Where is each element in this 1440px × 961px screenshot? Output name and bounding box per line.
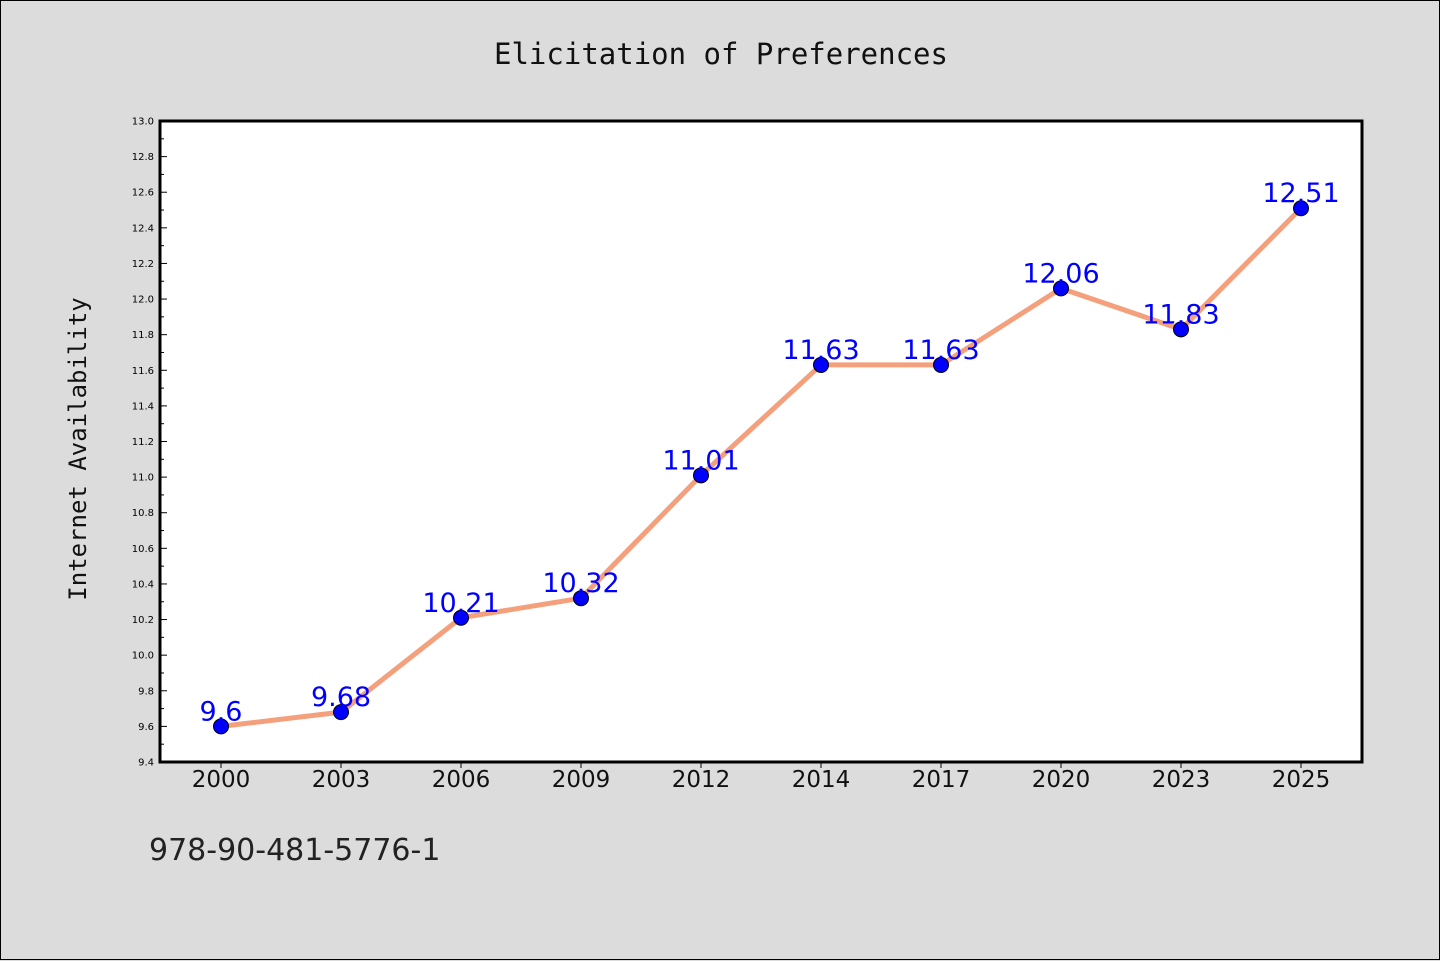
plot-area — [158, 119, 1364, 764]
y-tick-label: 12.2 — [132, 259, 154, 270]
x-tick-label: 2025 — [1272, 767, 1331, 793]
y-tick-label: 10.4 — [132, 579, 154, 590]
y-axis-label: Internet Availability — [64, 297, 92, 600]
x-tick-label: 2000 — [192, 767, 251, 793]
y-tick-label: 11.2 — [132, 437, 154, 448]
y-tick-label: 10.0 — [132, 651, 154, 662]
x-tick-label: 2014 — [792, 767, 851, 793]
x-tick-label: 2012 — [672, 767, 731, 793]
data-label: 9.6 — [200, 696, 243, 727]
data-label: 10.21 — [422, 588, 499, 619]
chart-title: Elicitation of Preferences — [494, 37, 948, 71]
x-tick-label: 2020 — [1032, 767, 1091, 793]
data-point — [1053, 280, 1069, 297]
y-tick-label: 12.0 — [132, 295, 154, 306]
y-axis-ticks: 9.4 9.6 9.8 10.0 10.2 10.4 10.6 10.8 11.0 11.2 11.… — [132, 117, 167, 769]
x-tick-label: 2003 — [312, 767, 371, 793]
y-tick-label: 12.8 — [132, 152, 154, 163]
isbn-code: 978-90-481-5776-1 — [149, 833, 441, 868]
y-tick-label: 10.8 — [132, 508, 154, 519]
data-point — [693, 467, 709, 484]
y-tick-label: 11.8 — [132, 330, 154, 341]
data-point — [213, 718, 229, 735]
data-points — [213, 200, 1309, 735]
data-point — [1293, 200, 1309, 217]
data-label: 12.06 — [1022, 258, 1099, 289]
x-tick-label: 2023 — [1152, 767, 1211, 793]
data-label: 11.63 — [902, 335, 979, 366]
y-tick-label: 10.2 — [132, 615, 154, 626]
y-tick-label: 11.4 — [132, 401, 154, 412]
data-label: 11.63 — [782, 335, 859, 366]
y-tick-label: 9.4 — [138, 758, 154, 769]
y-tick-label: 11.6 — [132, 366, 154, 377]
y-tick-label: 12.4 — [132, 223, 154, 234]
data-label: 9.68 — [311, 682, 371, 713]
data-point — [933, 356, 949, 373]
y-tick-label: 9.8 — [138, 686, 154, 697]
data-point — [573, 590, 589, 607]
y-tick-label: 10.6 — [132, 544, 154, 555]
data-label: 10.32 — [542, 568, 619, 599]
data-label: 11.01 — [662, 445, 739, 476]
data-point — [813, 356, 829, 373]
x-tick-label: 2017 — [912, 767, 971, 793]
data-point — [333, 704, 349, 721]
series-line-group — [218, 205, 1304, 729]
data-label: 11.83 — [1142, 299, 1219, 330]
data-label: 12.51 — [1262, 178, 1339, 209]
data-point — [453, 609, 469, 626]
y-tick-label: 9.6 — [138, 722, 154, 733]
x-tick-label: 2009 — [552, 767, 611, 793]
data-labels: 9.6 9.68 10.21 10.32 11.01 11.63 11.63 12.06 11.… — [200, 178, 1340, 727]
y-tick-label: 12.6 — [132, 188, 154, 199]
y-tick-label: 11.0 — [132, 473, 154, 484]
y-tick-label: 13.0 — [132, 117, 154, 128]
x-tick-label: 2006 — [432, 767, 491, 793]
data-point — [1173, 321, 1189, 338]
series-line — [218, 205, 1304, 729]
x-axis-ticks: 2000 2003 2006 2009 2012 2014 2017 2020 2023 2025 — [192, 762, 1331, 793]
